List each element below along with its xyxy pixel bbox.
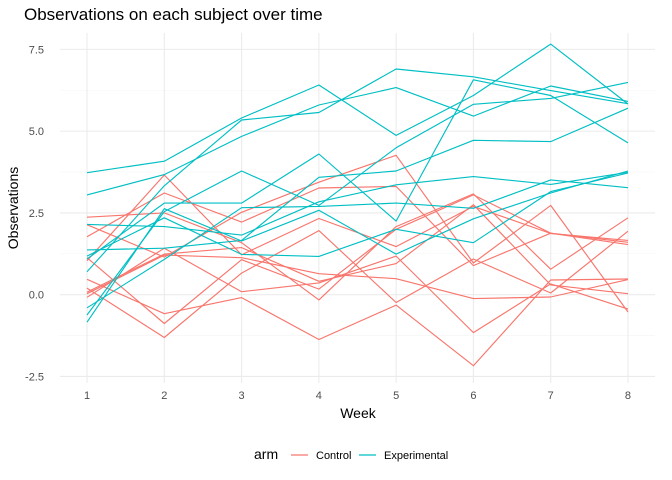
control-series-line [86, 193, 629, 301]
control-series-line [86, 204, 629, 295]
legend: arm Control Experimental [254, 446, 448, 462]
x-tick-label: 7 [548, 390, 554, 402]
legend-items: Control Experimental [291, 450, 448, 462]
legend-title: arm [254, 446, 278, 462]
experimental-series-line [86, 107, 629, 251]
x-axis-title: Week [340, 405, 377, 421]
y-tick-label: 0.0 [29, 290, 44, 302]
control-series-line [86, 254, 629, 300]
x-tick-label: 6 [470, 390, 476, 402]
control-series-line [86, 247, 629, 334]
y-tick-label: 5.0 [29, 126, 44, 138]
x-tick-label: 2 [161, 390, 167, 402]
experimental-series-line [86, 171, 629, 236]
x-tick-label: 4 [316, 390, 322, 402]
experimental-series-line [86, 43, 629, 174]
control-series-line [86, 194, 629, 325]
x-axis-ticks: 1 2 3 4 5 6 7 8 [84, 390, 631, 402]
major-gridlines [60, 33, 655, 383]
y-tick-label: -2.5 [25, 371, 44, 383]
experimental-series-line [86, 170, 629, 323]
experimental-series-line [86, 81, 629, 316]
y-tick-label: 2.5 [29, 208, 44, 220]
x-tick-label: 8 [625, 390, 631, 402]
control-series-line [86, 230, 629, 339]
experimental-series-line [86, 179, 629, 309]
control-legend-label: Control [316, 450, 351, 462]
y-axis-title: Observations [5, 167, 21, 249]
x-tick-label: 3 [239, 390, 245, 402]
y-tick-label: 7.5 [29, 44, 44, 56]
experimental-legend-label: Experimental [384, 450, 448, 462]
experimental-series-line [86, 79, 629, 260]
y-axis-ticks: -2.5 0.0 2.5 5.0 7.5 [25, 44, 44, 383]
experimental-series-line [86, 172, 629, 257]
chart-title: Observations on each subject over time [24, 5, 323, 24]
control-series-line [86, 154, 629, 313]
x-tick-label: 1 [84, 390, 90, 402]
series-lines [86, 43, 629, 367]
experimental-series-line [86, 68, 629, 273]
x-tick-label: 5 [393, 390, 399, 402]
control-series-line [86, 278, 629, 367]
experimental-series-line [86, 85, 629, 196]
